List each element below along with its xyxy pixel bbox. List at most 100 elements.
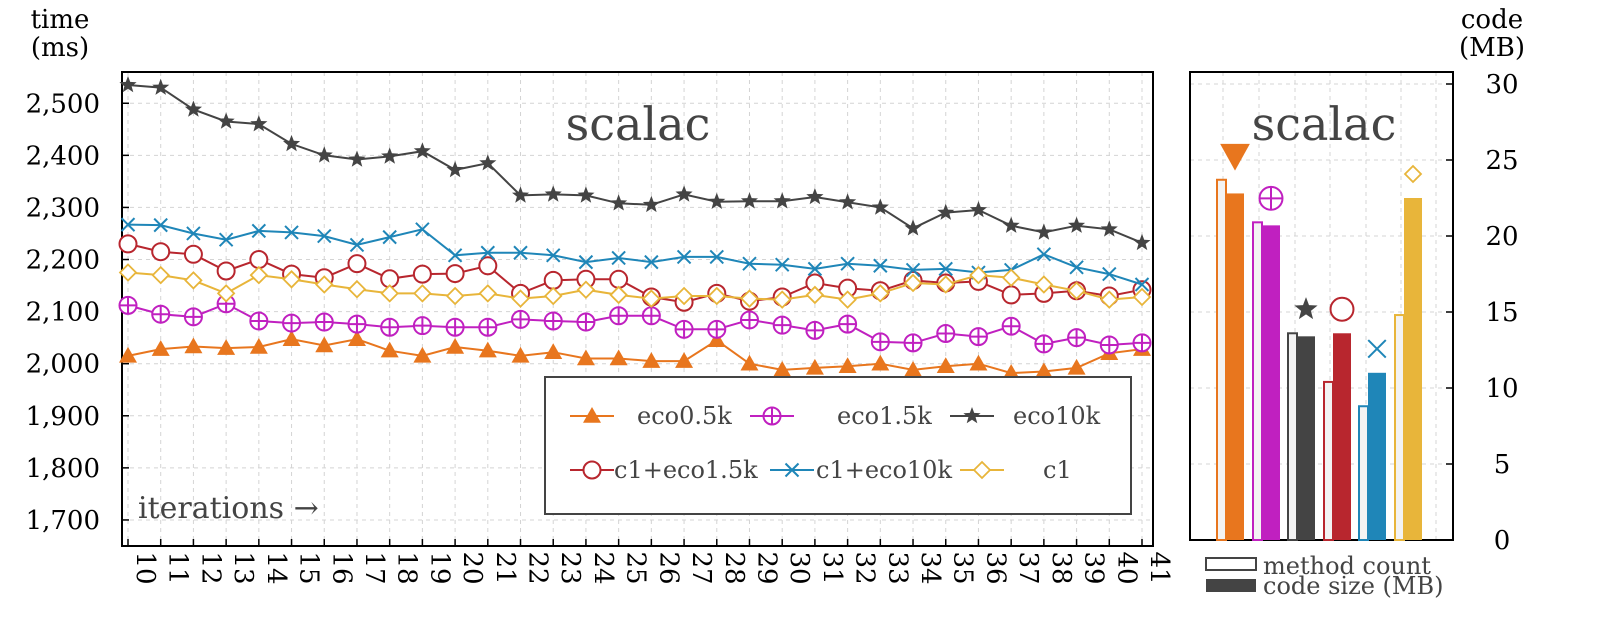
- data-point-c1: [151, 265, 170, 285]
- data-point-c1+eco1.5k-shape: [412, 264, 432, 284]
- data-point-eco10k-shape: [1002, 216, 1020, 233]
- data-point-eco1.5k: [445, 317, 465, 337]
- data-point-eco1.5k: [1067, 328, 1087, 348]
- x-axis-ticks: 10 11 12 13 14 15 16 17 18 19 20 21 22 23 24 25 26 27 28 29…: [127, 539, 1174, 585]
- data-point-c1+eco10k-b: [1102, 266, 1117, 282]
- data-point-eco0.5k-shape: [969, 354, 988, 371]
- data-point-c1+eco10k-b: [513, 245, 528, 260]
- data-point-c1+eco1.5k: [478, 256, 498, 276]
- data-point-c1+eco10k-b: [611, 250, 626, 266]
- data-point-eco0.5k-shape: [642, 352, 661, 368]
- legend-marker-c1+eco10k-b: [784, 462, 800, 478]
- data-point-eco0.5k-shape: [609, 349, 628, 366]
- data-point-c1: [184, 271, 203, 290]
- data-point-eco10k: [904, 219, 922, 236]
- data-point-c1+eco10k-b: [317, 228, 332, 244]
- data-point-c1-shape: [216, 284, 236, 303]
- x-tick-label: 13: [228, 551, 258, 584]
- data-point-c1-shape: [936, 275, 956, 294]
- data-point-eco0.5k-shape: [576, 349, 595, 366]
- data-point-c1+eco10k: [415, 222, 430, 237]
- data-point-c1+eco10k: [709, 249, 724, 265]
- y-tick-label: 1,900: [26, 402, 100, 432]
- data-point-eco10k: [806, 188, 824, 205]
- data-point-c1: [707, 286, 727, 306]
- bar-marker-c1: [1403, 164, 1423, 184]
- bar-marker-c1+eco1.5k-shape: [1329, 296, 1355, 322]
- data-point-eco0.5k-shape: [707, 331, 726, 348]
- y-tick-label: 2,200: [26, 246, 100, 276]
- bar-code-size-c1: [1404, 198, 1422, 540]
- data-point-eco1.5k: [968, 327, 988, 347]
- y-tick-label: 2,100: [26, 298, 100, 328]
- data-point-eco0.5k-shape: [805, 358, 824, 375]
- data-point-eco10k: [1133, 233, 1151, 251]
- data-point-eco10k: [937, 203, 955, 220]
- data-point-c1-shape: [1001, 268, 1021, 288]
- data-point-eco0.5k: [642, 352, 661, 368]
- x-tick-label: 29: [751, 551, 781, 584]
- data-point-eco0.5k-shape: [838, 357, 857, 374]
- data-point-c1-shape: [445, 286, 465, 306]
- data-point-eco10k: [413, 142, 431, 159]
- data-point-eco0.5k: [249, 338, 268, 354]
- legend-marker-c1+eco1.5k-shape: [582, 460, 602, 480]
- data-point-eco0.5k-shape: [151, 340, 170, 356]
- x-tick-label: 11: [163, 551, 193, 584]
- x-tick-label: 33: [882, 551, 912, 584]
- y-axis-label: code: [1461, 5, 1523, 35]
- data-point-c1: [347, 279, 367, 299]
- data-point-c1-shape: [576, 280, 596, 300]
- data-point-eco10k-shape: [675, 185, 693, 202]
- data-point-c1+eco10k: [153, 217, 168, 233]
- legend-marker-c1+eco1.5k: [582, 460, 602, 480]
- data-point-eco0.5k: [904, 360, 923, 377]
- x-tick-label: 23: [555, 551, 585, 584]
- y-tick-label: 2,400: [26, 141, 100, 171]
- y-tick-label: 10: [1485, 374, 1518, 404]
- bar-marker-eco1.5k: [1258, 185, 1284, 211]
- data-point-eco10k-shape: [152, 78, 170, 95]
- data-point-eco1.5k: [772, 315, 792, 335]
- x-tick-label: 35: [948, 551, 978, 584]
- data-point-eco10k: [250, 115, 268, 132]
- y-tick-label: 2,000: [26, 350, 100, 380]
- x-tick-label: 40: [1111, 551, 1141, 584]
- data-point-eco10k: [119, 76, 137, 93]
- x-tick-label: 16: [326, 551, 356, 584]
- data-point-c1+eco10k: [1069, 260, 1084, 275]
- data-point-eco10k-shape: [871, 198, 889, 215]
- data-point-eco0.5k-shape: [740, 354, 759, 371]
- data-point-c1+eco10k-b: [742, 256, 757, 271]
- data-point-c1: [511, 289, 530, 308]
- data-point-eco10k: [479, 154, 497, 171]
- data-point-eco10k: [217, 112, 235, 129]
- bar-marker-c1-shape: [1403, 164, 1423, 184]
- data-point-eco10k-shape: [937, 203, 955, 220]
- data-point-c1+eco10k-b: [415, 222, 430, 237]
- bar-marker-eco10k: [1294, 297, 1318, 320]
- data-point-eco10k: [773, 192, 791, 209]
- data-point-eco10k: [969, 201, 987, 218]
- y-tick-label: 25: [1485, 146, 1518, 176]
- data-point-c1: [1132, 287, 1152, 307]
- data-point-eco10k-shape: [381, 147, 399, 164]
- y-axis-ticks: 0 5 10 15 20 25 30: [1446, 70, 1519, 556]
- data-point-c1+eco10k: [807, 261, 823, 277]
- data-point-c1+eco10k-b: [251, 223, 267, 239]
- data-point-c1+eco10k-b: [1069, 260, 1084, 275]
- y-tick-label: 1,700: [26, 506, 100, 536]
- x-tick-label: 10: [130, 551, 160, 584]
- data-point-c1: [576, 280, 596, 300]
- data-point-eco0.5k-shape: [511, 346, 530, 363]
- data-point-c1-shape: [413, 284, 432, 303]
- data-point-eco10k: [283, 134, 301, 152]
- line-chart-panel: 1,700 1,800 1,900 2,000 2,100 2,200 2,300 2,400…: [26, 5, 1174, 585]
- data-point-eco10k: [675, 185, 693, 202]
- data-point-eco0.5k-shape: [1034, 362, 1053, 379]
- data-point-c1: [740, 289, 759, 308]
- x-tick-label: 21: [490, 551, 520, 584]
- data-point-eco0.5k: [1067, 358, 1086, 375]
- data-point-c1+eco10k: [186, 226, 201, 241]
- x-tick-label: 24: [588, 551, 618, 584]
